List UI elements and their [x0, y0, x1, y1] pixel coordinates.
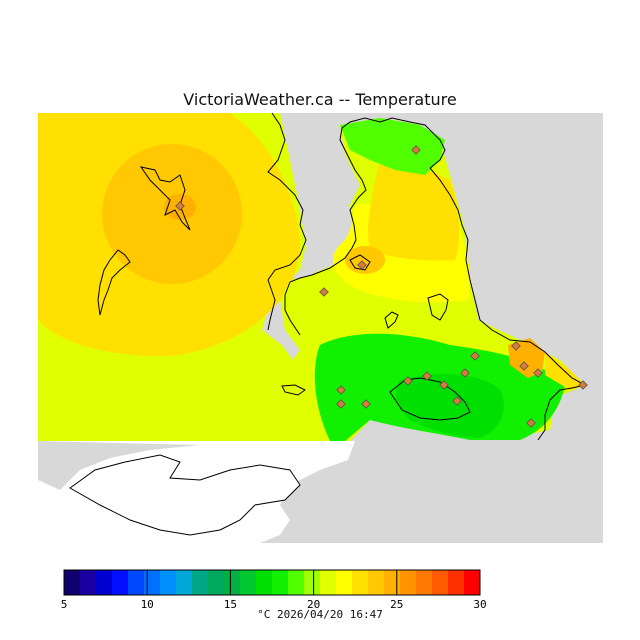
- station-marker: [526, 418, 536, 428]
- station-marker: [470, 351, 480, 361]
- timestamp: °C 2026/04/20 16:47: [257, 608, 383, 621]
- station-marker: [511, 341, 521, 351]
- station-marker: [336, 385, 346, 395]
- legend-bin: [288, 570, 305, 595]
- station-marker: [336, 399, 346, 409]
- station-marker: [439, 380, 449, 390]
- station-marker: [519, 361, 529, 371]
- legend-bin: [192, 570, 209, 595]
- station-markers: [175, 145, 588, 428]
- legend-tick-label: 10: [141, 598, 154, 611]
- station-marker: [411, 145, 421, 155]
- legend-bin: [144, 570, 161, 595]
- legend-bin: [96, 570, 113, 595]
- legend-bin: [224, 570, 241, 595]
- legend-bin: [384, 570, 401, 595]
- field-gold-east: [368, 160, 460, 261]
- legend-bin: [320, 570, 337, 595]
- legend-bin: [176, 570, 193, 595]
- station-marker: [175, 201, 185, 211]
- legend-tick-label: 5: [61, 598, 68, 611]
- legend-bin: [160, 570, 177, 595]
- field-green-north: [340, 118, 445, 175]
- legend-bin: [256, 570, 273, 595]
- legend-bin: [240, 570, 257, 595]
- legend-tick-label: 15: [224, 598, 237, 611]
- station-marker: [452, 396, 462, 406]
- legend-bin: [432, 570, 449, 595]
- legend-bin: [352, 570, 369, 595]
- station-marker: [319, 287, 329, 297]
- legend-bin: [208, 570, 225, 595]
- legend-bin: [464, 570, 481, 595]
- field-orange-esquimalt: [345, 246, 385, 274]
- legend-bin: [448, 570, 465, 595]
- legend-bin: [368, 570, 385, 595]
- legend-tick-label: 30: [473, 598, 486, 611]
- station-marker: [460, 368, 470, 378]
- field-darkgreen-south: [395, 374, 504, 438]
- legend-bin: [128, 570, 145, 595]
- legend-bin: [272, 570, 289, 595]
- legend-bin: [80, 570, 97, 595]
- legend-bins: [63, 569, 481, 596]
- legend-tick-label: 25: [390, 598, 403, 611]
- legend-bin: [112, 570, 129, 595]
- legend-bin: [64, 570, 81, 595]
- legend-bin: [304, 570, 321, 595]
- legend-bin: [416, 570, 433, 595]
- station-marker: [578, 380, 588, 390]
- legend-bin: [336, 570, 353, 595]
- peninsula-field: [240, 118, 585, 441]
- station-marker: [361, 399, 371, 409]
- legend-bin: [400, 570, 417, 595]
- legend-tick-label: 20: [307, 598, 320, 611]
- station-marker: [533, 368, 543, 378]
- coastlines: [97, 112, 587, 441]
- station-marker: [357, 260, 367, 270]
- station-marker: [422, 371, 432, 381]
- page-title: VictoriaWeather.ca -- Temperature: [183, 90, 457, 109]
- legend-ticks: 5 10 15 20 25 30: [61, 570, 487, 611]
- white-islands: [69, 454, 301, 536]
- station-marker: [403, 376, 413, 386]
